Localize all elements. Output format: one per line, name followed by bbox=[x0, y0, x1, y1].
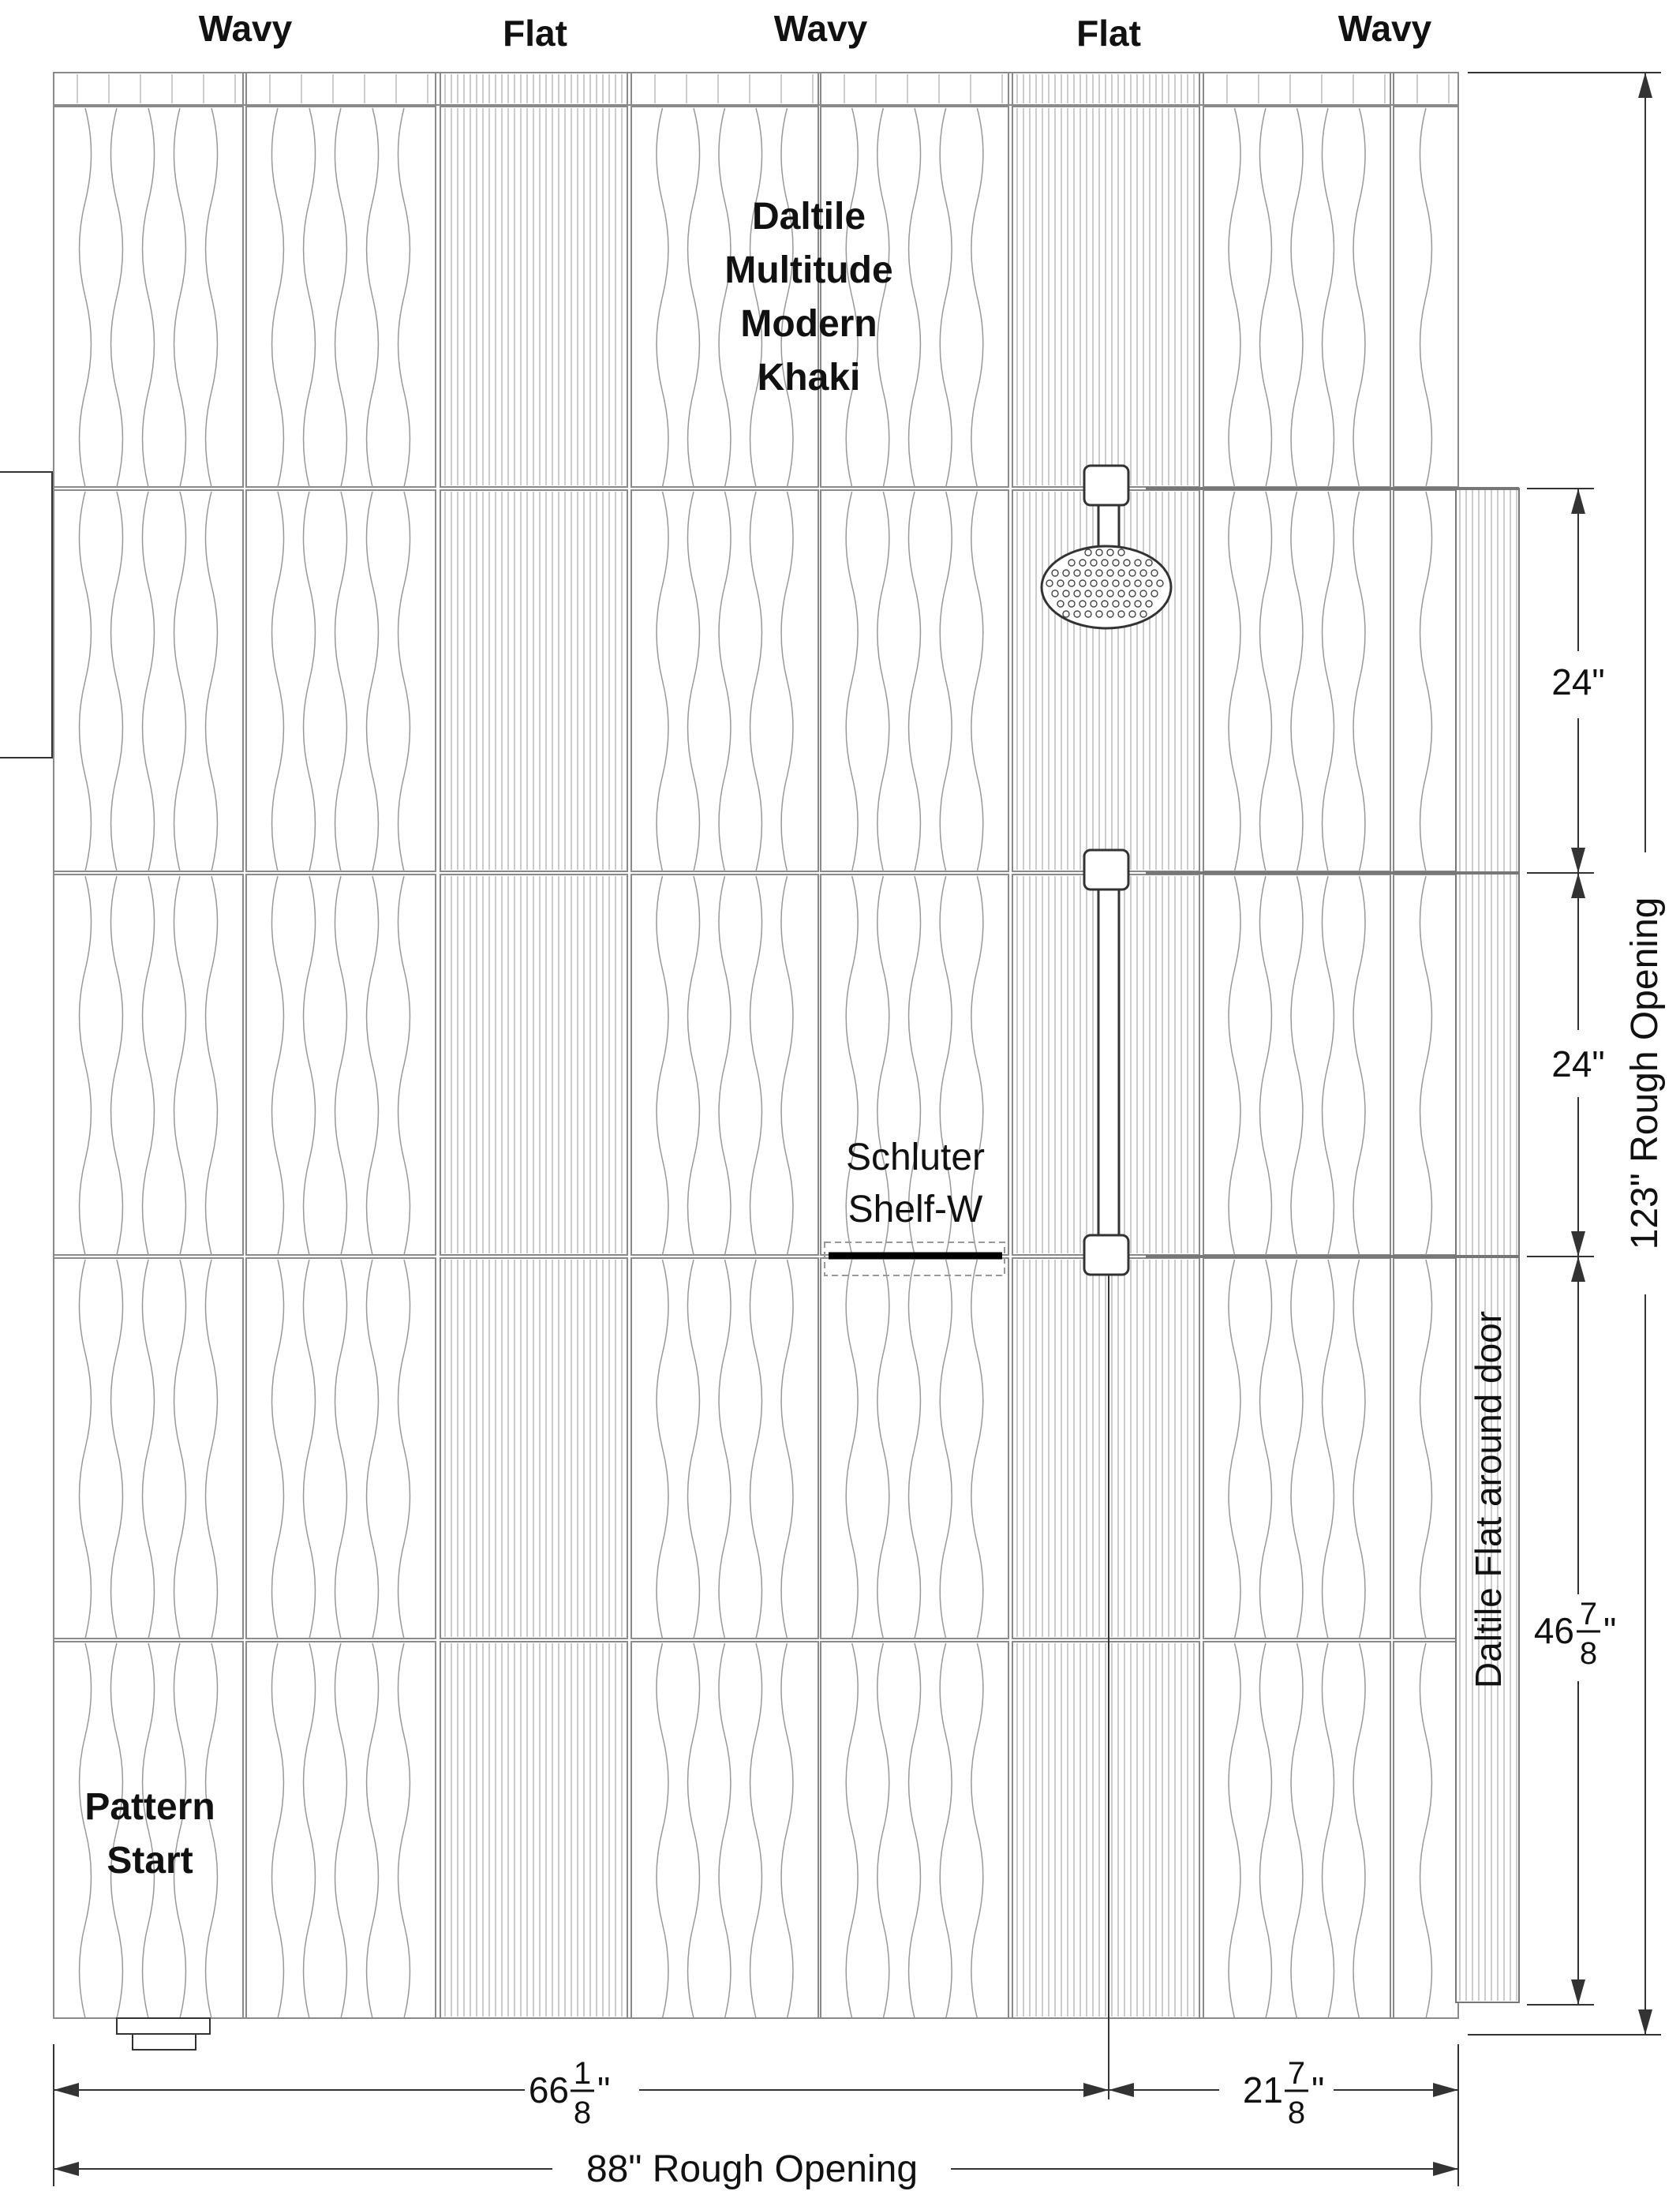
slide-bar-top-mount bbox=[1083, 848, 1130, 891]
pattern-start-line-2: Start bbox=[107, 1840, 193, 1882]
dimension-left-width: 66 1 8 " bbox=[529, 2056, 611, 2130]
tile bbox=[245, 1641, 436, 2019]
dimension-left-width-unit: " bbox=[597, 2069, 610, 2110]
tile bbox=[53, 1641, 244, 2019]
tile bbox=[1012, 106, 1200, 488]
tile bbox=[245, 489, 436, 872]
tile bbox=[245, 1257, 436, 1639]
tile bbox=[53, 874, 244, 1256]
floor-drain bbox=[116, 2017, 211, 2051]
tile bbox=[1393, 1641, 1459, 2019]
tile bbox=[440, 1641, 628, 2019]
tile bbox=[1393, 489, 1459, 872]
shelf-label-line-2: Shelf-W bbox=[848, 1189, 983, 1230]
shower-head bbox=[1040, 545, 1173, 630]
tile bbox=[630, 72, 819, 106]
pattern-start-line-1: Pattern bbox=[84, 1786, 215, 1828]
tile bbox=[1203, 1257, 1391, 1639]
door-joint-lines bbox=[1146, 487, 1519, 1258]
tile bbox=[630, 1641, 819, 2019]
dimension-left-width-den: 8 bbox=[574, 2095, 591, 2130]
dimension-height-total: 123" Rough Opening bbox=[1624, 897, 1666, 1250]
tile bbox=[820, 106, 1009, 488]
dimension-right-width-unit: " bbox=[1311, 2069, 1324, 2110]
dimension-width-total: 88" Rough Opening bbox=[586, 2148, 918, 2190]
shelf-label-line-1: Schluter bbox=[846, 1137, 985, 1178]
schluter-shelf bbox=[824, 1242, 1005, 1276]
tile bbox=[53, 106, 244, 488]
tile bbox=[630, 489, 819, 872]
tile-grid bbox=[53, 72, 1459, 2019]
tile bbox=[440, 72, 628, 106]
tile bbox=[820, 1257, 1009, 1639]
horizontal-dimension-arrows bbox=[54, 2083, 1458, 2176]
tile bbox=[1203, 489, 1391, 872]
tile bbox=[1203, 874, 1391, 1256]
tile bbox=[1203, 106, 1391, 488]
dimension-lower-height-whole: 46 bbox=[1534, 1610, 1574, 1651]
column-label-2: Flat bbox=[503, 13, 567, 54]
tile bbox=[440, 106, 628, 488]
dimension-upper-segment: 24" bbox=[1551, 661, 1605, 702]
column-label-4: Flat bbox=[1076, 13, 1141, 54]
column-label-3: Wavy bbox=[774, 8, 868, 49]
tile bbox=[245, 106, 436, 488]
tile bbox=[53, 489, 244, 872]
tile-name-line-3: Modern bbox=[740, 303, 877, 345]
tile bbox=[1393, 106, 1459, 488]
vertical-dimension-lines bbox=[1468, 72, 1661, 2036]
tile bbox=[440, 489, 628, 872]
shower-fixture bbox=[1040, 464, 1173, 2099]
dimension-right-width-whole: 21 bbox=[1243, 2069, 1283, 2110]
column-label-5: Wavy bbox=[1338, 8, 1432, 49]
tile-name-line-4: Khaki bbox=[758, 357, 861, 399]
tile-name-label: Daltile Multitude Modern Khaki bbox=[724, 196, 892, 399]
tile bbox=[820, 874, 1009, 1256]
left-niche-outline bbox=[0, 471, 53, 758]
tile bbox=[1203, 72, 1391, 106]
tile bbox=[630, 106, 819, 488]
shelf-label: Schluter Shelf-W bbox=[846, 1137, 985, 1230]
dimension-lower-height-num: 7 bbox=[1580, 1597, 1597, 1631]
vertical-dimension-arrows bbox=[1571, 73, 1652, 2035]
tile bbox=[53, 72, 244, 106]
tile bbox=[630, 1257, 819, 1639]
tile bbox=[1012, 1257, 1200, 1639]
pattern-start-label: Pattern Start bbox=[84, 1786, 215, 1882]
dimension-lower-height: 46 7 8 " bbox=[1534, 1597, 1617, 1671]
slide-bar-rail bbox=[1097, 860, 1121, 1266]
tile bbox=[1393, 72, 1459, 106]
dimension-right-width: 21 7 8 " bbox=[1243, 2056, 1325, 2130]
door-trim-label: Daltile Flat around door bbox=[1468, 1311, 1509, 1688]
column-label-1: Wavy bbox=[199, 8, 293, 49]
dimension-lower-height-unit: " bbox=[1603, 1610, 1616, 1651]
tile bbox=[820, 1641, 1009, 2019]
tile bbox=[820, 72, 1009, 106]
dimension-right-width-den: 8 bbox=[1288, 2095, 1305, 2130]
tile bbox=[440, 1257, 628, 1639]
tile bbox=[440, 874, 628, 1256]
tile bbox=[53, 1257, 244, 1639]
tile-name-line-2: Multitude bbox=[724, 249, 892, 291]
dimension-right-width-num: 7 bbox=[1288, 2056, 1305, 2091]
tile bbox=[1393, 1257, 1459, 1639]
dimension-lower-height-den: 8 bbox=[1580, 1636, 1597, 1671]
tile bbox=[1012, 72, 1200, 106]
tile bbox=[1393, 874, 1459, 1256]
tile bbox=[820, 489, 1009, 872]
tile bbox=[630, 874, 819, 1256]
tile bbox=[245, 72, 436, 106]
tile bbox=[245, 874, 436, 1256]
door-trim-strip bbox=[1455, 488, 1520, 2003]
dimension-left-width-whole: 66 bbox=[529, 2069, 569, 2110]
slide-bar-bottom-mount bbox=[1083, 1234, 1130, 1276]
tile bbox=[1012, 1641, 1200, 2019]
shower-head-holes bbox=[1046, 549, 1164, 618]
dimension-middle-segment: 24" bbox=[1551, 1043, 1605, 1084]
tile-name-line-1: Daltile bbox=[752, 196, 866, 238]
dimension-left-width-num: 1 bbox=[574, 2056, 591, 2091]
shower-arm-mount bbox=[1083, 464, 1130, 507]
tile bbox=[1203, 1641, 1391, 2019]
